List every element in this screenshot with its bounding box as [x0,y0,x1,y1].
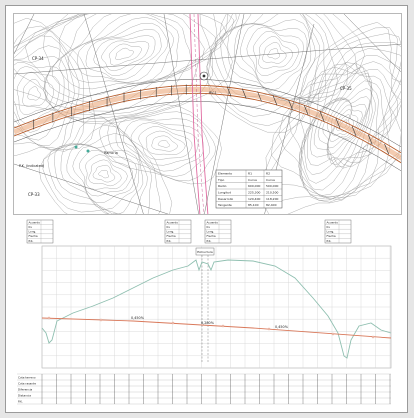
plan-view-drawing: CP-34 CP-35 CP-33 P.K. (indicated) Ramo … [14,14,401,214]
table-cell-key: Elemento [218,172,232,176]
vertical-curve-notes: AcuerdoKvLong.FlechaP.K.AcuerdoKvLong.Fl… [26,219,352,244]
table-cell-key: Desarrollo [218,197,233,201]
station-markers [74,71,209,153]
note-row: Long. [327,230,335,234]
profile-data-band: Cota terreno Cota rasante Diferencia Distan… [17,373,391,405]
note-row: P.K. [207,239,212,243]
crossing-road [189,14,209,214]
grade-label-1: 0,450% [131,316,145,320]
table-cell-key: Radio [218,184,227,188]
note-row: Flecha [327,234,336,238]
grade-vertex [221,324,225,328]
band-row-label: Diferencia [18,387,33,391]
note-row: Flecha [29,234,38,238]
band-row-label: Distancia [18,393,31,397]
mid-note: Ramo la [104,151,118,155]
north-label-b: CP-35 [340,86,352,91]
profile-grid [41,245,392,369]
table-cell-b: 118,200 [266,197,278,201]
reference-lines [14,14,401,214]
grade-line [41,317,392,339]
note-row: Kv [167,225,171,229]
grade-vertices [47,316,375,339]
grade-vertex [171,321,175,325]
note-row: Flecha [207,234,216,238]
note-row: Acuerdo [167,220,179,224]
south-label: CP-33 [28,192,40,197]
structure-label: Estructura [197,250,213,254]
terrain-profile-line [41,259,392,359]
band-row-label: Cota rasante [18,381,36,385]
grade-vertex [267,327,271,331]
grade-vertex [47,316,51,320]
table-cell-key: Tangente [217,203,232,207]
center-tag: RV-1 [209,91,217,95]
table-cell-b: R2 [266,172,270,176]
grade-vertex [371,335,375,339]
table-cell-a: Curva [248,178,257,182]
table-cell-a: 120,400 [248,197,260,201]
table-cell-a: 600,000 [248,184,260,188]
table-cell-a: R1 [248,172,252,176]
contour-lines [14,14,401,214]
grade-vertex [331,332,335,336]
table-cell-key: Tipo [217,178,224,182]
north-label-a: CP-34 [32,56,44,61]
alignment-data-table: Elemento R1 R2 Tipo Curva Curva Radio 600,000 50… [215,169,283,209]
note-row: P.K. [29,239,34,243]
band-row-label: Cota terreno [18,375,36,379]
note-row: Flecha [167,234,176,238]
band-row-label: P.K. [18,399,23,403]
table-cell-b: 500,000 [266,184,278,188]
table-cell-a: 85,100 [248,203,259,207]
longitudinal-profile-drawing: AcuerdoKvLong.FlechaP.K.AcuerdoKvLong.Fl… [17,219,392,405]
note-row: Acuerdo [327,220,339,224]
grade-label-3: 0,450% [275,325,289,329]
table-cell-b: 210,500 [266,191,278,195]
road-corridor [14,79,401,172]
grade-label-2: 0,280% [201,321,215,325]
note-row: Long. [29,230,37,234]
note-row: Kv [29,225,33,229]
table-cell-b: Curva [266,178,275,182]
plan-view-panel: CP-34 CP-35 CP-33 P.K. (indicated) Ramo … [13,13,402,215]
longitudinal-profile-panel: Acuerdo Kv Long. Flecha P.K. Acuerdo Kv Long. Fl… [13,218,402,408]
note-row: P.K. [327,239,332,243]
note-row: Kv [207,225,211,229]
structure-marker: Estructura [195,247,215,363]
table-cell-b: 82,400 [266,203,277,207]
drawing-sheet: CP-34 CP-35 CP-33 P.K. (indicated) Ramo … [5,5,408,413]
note-row: Acuerdo [29,220,41,224]
note-row: Kv [327,225,331,229]
table-cell-a: 225,300 [248,191,260,195]
note-row: Acuerdo [207,220,219,224]
note-row: Long. [207,230,215,234]
grade-vertex [99,318,103,322]
note-row: Long. [167,230,175,234]
note-row: P.K. [167,239,172,243]
west-note: P.K. (indicated) [19,164,45,168]
table-cell-key: Longitud [218,191,231,195]
